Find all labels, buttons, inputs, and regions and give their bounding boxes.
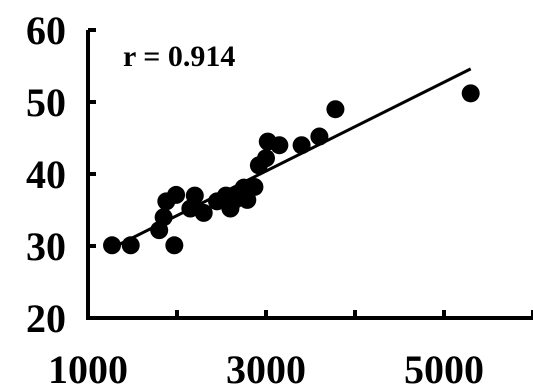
y-tick-label: 20 [26,296,66,341]
x-tick-label: 1000 [48,347,128,389]
y-tick-label: 60 [26,8,66,53]
data-point [326,100,344,118]
data-point [257,149,275,167]
data-point [270,136,288,154]
y-tick-label: 40 [26,152,66,197]
x-tick-label: 3000 [226,347,306,389]
x-ticks: 1000 3000 5000 [48,310,533,389]
data-point [245,178,263,196]
x-tick-label: 5000 [404,347,484,389]
y-tick-label: 30 [26,224,66,269]
data-point [310,128,328,146]
y-tick-label: 50 [26,80,66,125]
data-point [167,186,185,204]
data-point [122,236,140,254]
data-point [155,208,173,226]
y-ticks: 20 30 40 50 60 [26,8,96,341]
plot-area: 20 30 40 50 60 1000 3000 5000 r = 0.914 [26,8,533,389]
data-point [165,236,183,254]
data-point [462,84,480,102]
correlation-annotation: r = 0.914 [123,40,235,73]
data-point [103,236,121,254]
data-points [103,84,480,254]
data-point [293,136,311,154]
data-point [186,187,204,205]
